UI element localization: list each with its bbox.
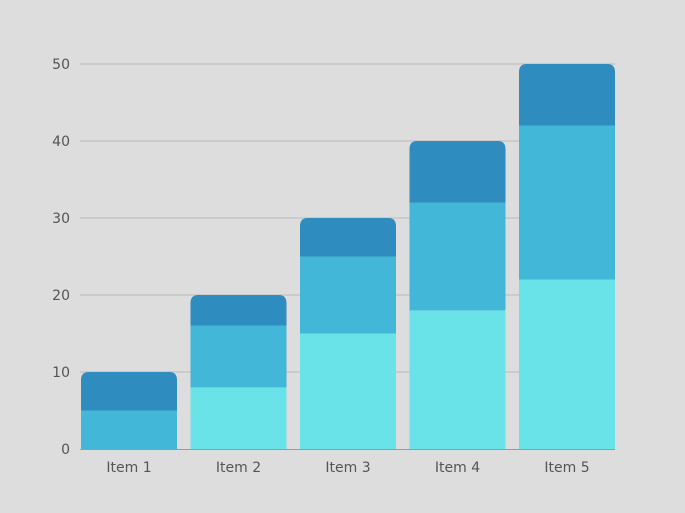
bar-segment xyxy=(190,325,287,388)
bars xyxy=(81,64,615,449)
y-tick-label: 0 xyxy=(61,442,70,458)
x-tick-label: Item 5 xyxy=(544,460,589,476)
bar-segment xyxy=(519,125,615,280)
y-tick-label: 40 xyxy=(52,134,70,150)
bar-segment xyxy=(190,387,287,449)
x-tick-label: Item 4 xyxy=(435,460,480,476)
bar-segment xyxy=(519,64,615,126)
x-tick-label: Item 2 xyxy=(216,460,261,476)
y-axis-ticks: 0 10 20 30 40 50 xyxy=(52,57,70,458)
y-tick-label: 10 xyxy=(52,365,70,381)
bar-segment xyxy=(409,310,506,449)
x-axis-ticks: Item 1 Item 2 Item 3 Item 4 Item 5 xyxy=(106,460,589,476)
bar-segment xyxy=(190,295,287,326)
y-tick-label: 50 xyxy=(52,57,70,73)
bar-segment xyxy=(519,279,615,449)
bar-segment xyxy=(300,218,396,257)
bar-segment xyxy=(409,202,506,311)
bar-segment xyxy=(81,410,177,449)
bar-segment xyxy=(81,372,177,411)
y-tick-label: 20 xyxy=(52,288,70,304)
x-tick-label: Item 1 xyxy=(106,460,151,476)
y-tick-label: 30 xyxy=(52,211,70,227)
bar-segment xyxy=(409,141,506,203)
bar-segment xyxy=(300,256,396,334)
bar-segment xyxy=(300,333,396,449)
x-tick-label: Item 3 xyxy=(325,460,370,476)
